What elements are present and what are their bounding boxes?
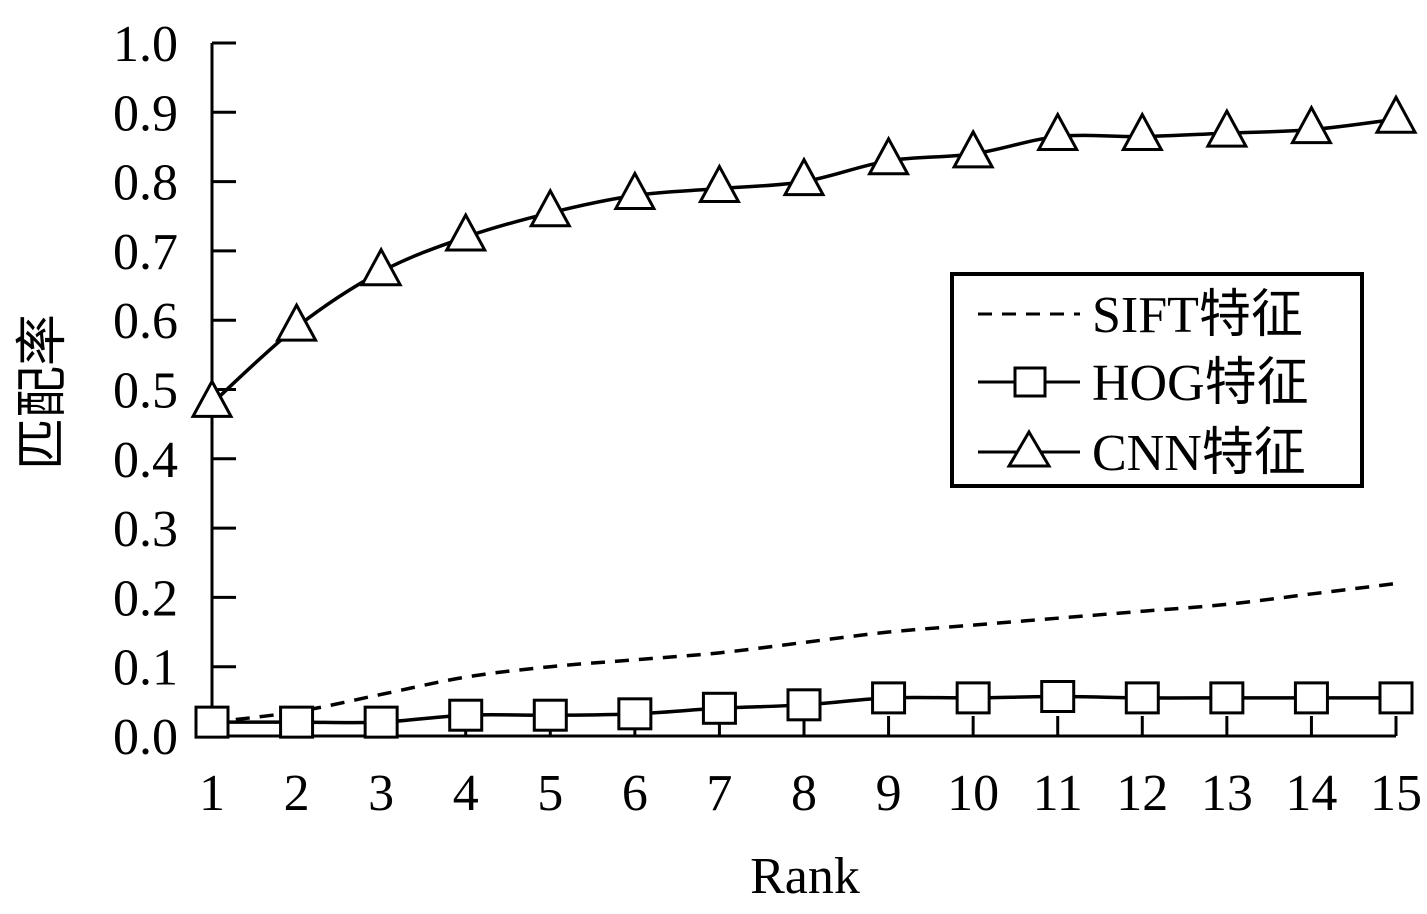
legend-item-sift: SIFT特征 [978,287,1303,344]
x-tick-label: 12 [1116,765,1168,822]
y-tick-label: 0.6 [113,293,178,350]
data-point-hog [363,705,399,739]
data-point-hog [955,681,991,715]
x-tick-label: 5 [537,765,563,822]
x-tick-label: 2 [284,765,310,822]
data-point-cnn [951,128,995,169]
x-tick-label: 9 [876,765,902,822]
y-axis-title: 匹配率 [15,314,72,470]
series-line-sift [211,581,1397,724]
y-tick-label: 0.4 [113,432,178,489]
x-tick-label: 8 [791,765,817,822]
x-tick-label: 1 [199,765,225,822]
series-hog [194,679,1414,739]
data-point-cnn [782,156,826,197]
y-tick-label: 0.2 [113,570,178,627]
x-tick-label: 14 [1285,765,1337,822]
y-tick-label: 0.3 [113,501,178,558]
x-tick-label: 13 [1201,765,1253,822]
legend-label-cnn: CNN特征 [1092,425,1306,482]
x-tick-label: 6 [622,765,648,822]
data-point-hog [194,705,230,739]
legend-item-cnn: CNN特征 [978,425,1306,482]
series-layer [190,94,1418,739]
y-tick-label: 0.7 [113,224,178,281]
x-axis-title: Rank [750,848,860,905]
data-point-hog [1378,681,1414,715]
data-point-hog [617,697,653,731]
x-axis-ticks: 1 2 3 4 5 6 7 8 9 10 11 12 13 14 15 [199,716,1422,822]
x-tick-label: 3 [368,765,394,822]
x-tick-label: 4 [453,765,479,822]
legend-item-hog: HOG特征 [978,355,1309,412]
x-tick-label: 15 [1370,765,1422,822]
data-point-hog [1293,681,1329,715]
series-cnn [190,94,1418,418]
data-point-cnn [1205,107,1249,148]
x-tick-label: 7 [706,765,732,822]
y-tick-label: 0.0 [113,709,178,766]
data-point-cnn [613,170,657,210]
y-tick-label: 0.5 [113,363,178,420]
data-point-cnn [190,378,234,418]
data-point-hog [1124,681,1160,715]
data-point-cnn [867,135,911,176]
legend-label-hog: HOG特征 [1092,355,1309,412]
legend-marker-hog [1013,366,1047,398]
data-point-hog [701,691,737,725]
data-point-hog [871,681,907,715]
series-sift [211,581,1397,724]
y-tick-label: 0.8 [113,155,178,212]
data-point-cnn [1374,94,1418,134]
data-point-cnn [528,187,572,228]
data-point-hog [1209,681,1245,715]
y-axis-ticks: 0.0 0.1 0.2 0.3 0.4 0.5 0.6 0.7 0.8 0.9 1.0 [113,16,236,766]
data-point-hog [448,698,484,732]
data-point-cnn [359,246,403,287]
data-point-cnn [697,163,741,204]
data-point-hog [532,698,568,732]
y-tick-label: 0.9 [113,85,178,142]
x-tick-label: 10 [947,765,999,822]
legend-marker-cnn [1006,429,1052,468]
data-point-cnn [1289,104,1333,145]
data-point-hog [279,705,315,739]
data-point-cnn [1036,111,1080,152]
data-point-hog [786,688,822,722]
data-point-cnn [1120,111,1164,152]
x-tick-label: 11 [1033,765,1083,822]
y-tick-label: 0.1 [113,640,178,697]
data-point-cnn [275,301,319,342]
y-tick-label: 1.0 [113,16,178,73]
legend: SIFT特征 HOG特征 CNN特征 [950,272,1364,488]
data-point-cnn [444,211,488,252]
legend-label-sift: SIFT特征 [1092,287,1303,344]
data-point-hog [1040,679,1076,713]
